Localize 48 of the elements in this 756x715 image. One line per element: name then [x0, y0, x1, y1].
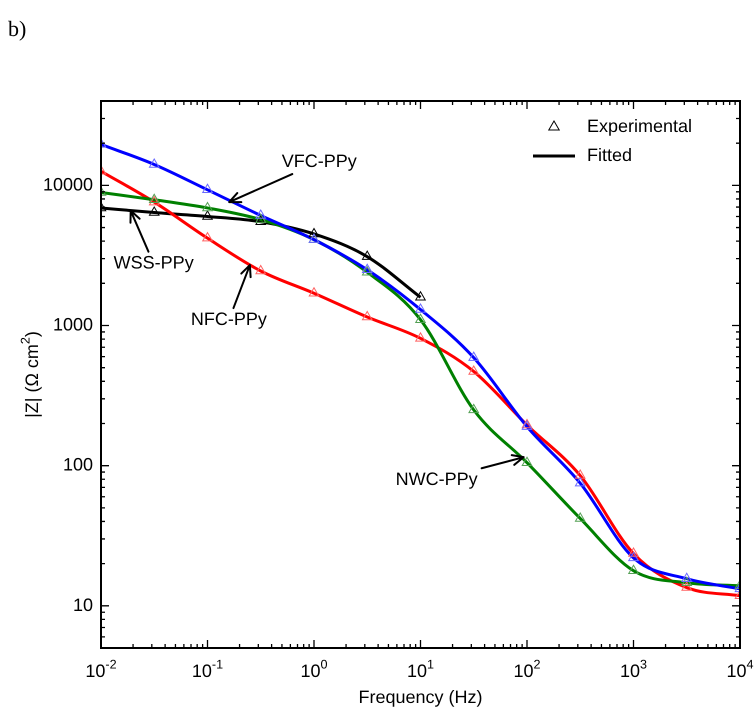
y-tick-label: 10000	[42, 174, 94, 194]
point	[415, 304, 426, 313]
point	[574, 477, 586, 486]
point	[415, 291, 426, 301]
annotation: NFC-PPy	[190, 309, 267, 330]
point	[255, 214, 266, 223]
y-tick-label: 10	[72, 594, 94, 615]
annotation: WSS-PPy	[114, 252, 194, 273]
legend-label: Experimental	[587, 116, 692, 136]
point	[308, 228, 320, 238]
point	[681, 582, 692, 591]
legend-label: Fitted	[587, 144, 632, 165]
point	[468, 352, 479, 361]
point	[148, 196, 160, 206]
point	[468, 365, 479, 375]
point	[308, 287, 320, 296]
point	[202, 184, 213, 194]
x-axis-title: Frequency (Hz)	[358, 686, 483, 707]
point	[362, 250, 372, 260]
chart-title: b)	[8, 16, 26, 41]
y-tick-label: 1000	[52, 314, 94, 334]
point	[255, 264, 266, 274]
point	[255, 216, 266, 226]
point	[148, 194, 160, 203]
point	[628, 548, 639, 557]
point	[415, 314, 426, 323]
point	[681, 572, 692, 582]
y-axis-title: |Z| (Ω cm2)	[18, 331, 42, 418]
point	[574, 512, 586, 522]
point	[628, 564, 639, 574]
y-tick-label: 100	[62, 454, 94, 475]
point	[202, 210, 213, 220]
point	[628, 552, 639, 562]
point	[202, 232, 213, 242]
annotation: VFC-PPy	[282, 151, 357, 172]
point	[468, 404, 479, 414]
point	[681, 576, 692, 586]
point	[362, 311, 372, 320]
point	[202, 202, 213, 212]
point	[148, 206, 160, 216]
point	[362, 264, 372, 273]
point	[148, 158, 160, 168]
point	[574, 470, 586, 479]
point	[522, 456, 532, 466]
point	[362, 266, 372, 276]
annotation: NWC-PPy	[396, 469, 478, 490]
point	[415, 332, 426, 342]
point	[255, 209, 266, 219]
